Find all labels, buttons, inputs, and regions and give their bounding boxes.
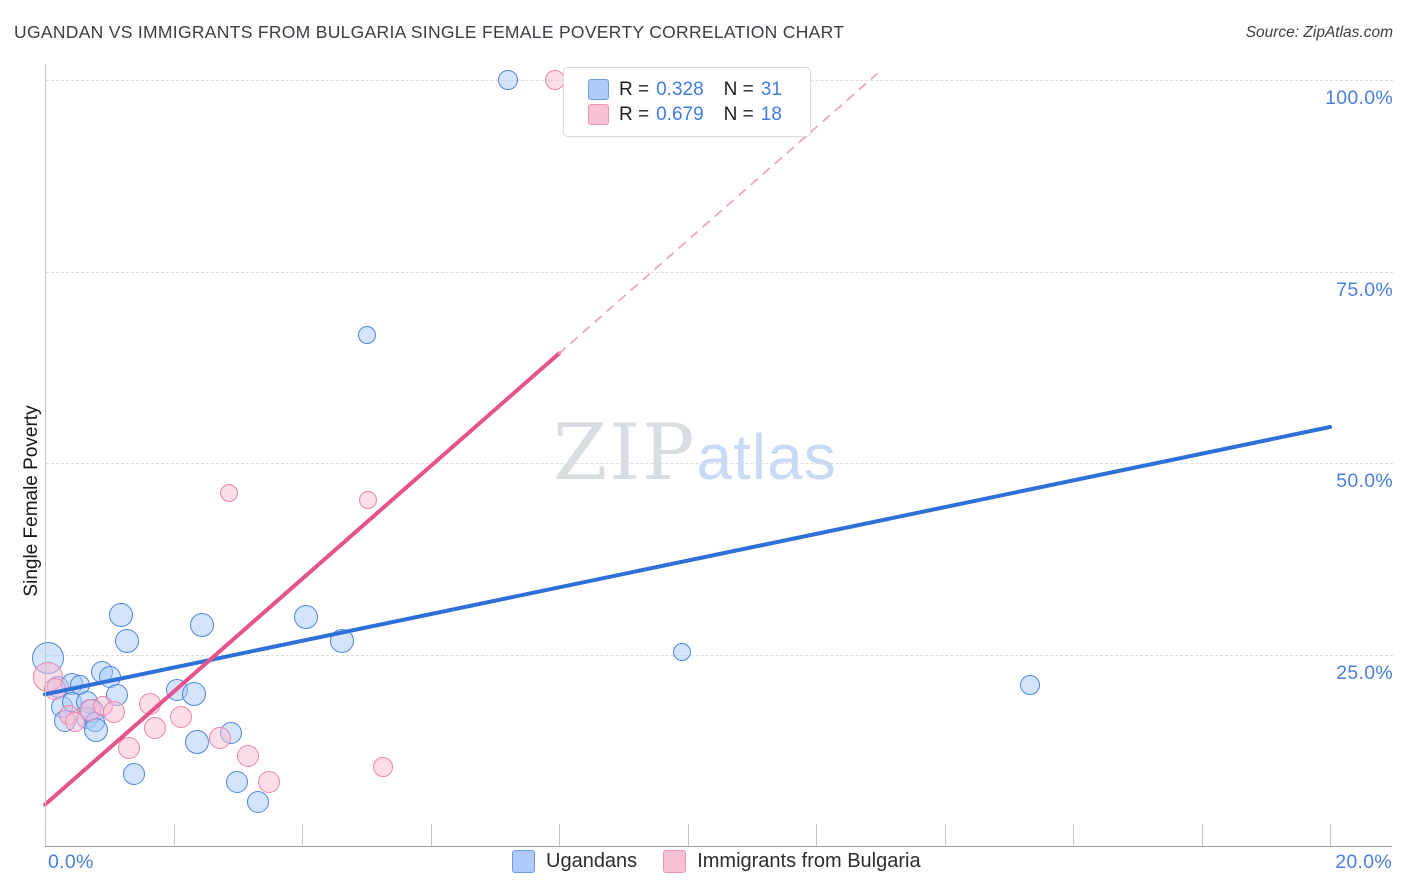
x-tick-12: [816, 824, 817, 846]
legend-swatch-ugandans: [588, 79, 609, 100]
scatter-point-bulgaria: [257, 771, 280, 794]
y-gridline-75: [46, 271, 1393, 273]
x-axis-spine: [45, 846, 1392, 847]
scatter-point-bulgaria: [118, 736, 141, 759]
scatter-point-ugandans: [123, 762, 146, 785]
x-tick-0: [45, 824, 46, 846]
scatter-point-ugandans: [108, 603, 133, 628]
scatter-point-ugandans: [330, 629, 355, 654]
scatter-point-bulgaria: [65, 711, 86, 732]
x-tick-2: [173, 824, 175, 846]
trend-line-ugandans-solid: [43, 424, 1332, 697]
x-tick-8: [559, 824, 560, 846]
watermark-zip: ZIP: [553, 408, 697, 498]
trend-line-bulgaria-dashed: [558, 72, 878, 355]
legend-row-bulgaria: R = 0.679 N = 18: [588, 102, 810, 127]
y-gridline-25: [46, 654, 1393, 656]
x-tick-10: [687, 824, 689, 846]
ugandans-label: Ugandans: [546, 850, 638, 872]
legend-swatch-bulgaria: [588, 104, 609, 125]
x-axis-max-label: 20.0%: [1335, 851, 1392, 873]
y-tick-label-50: 50.0%: [1336, 470, 1393, 492]
scatter-point-bulgaria: [359, 490, 378, 509]
n-value: 31: [760, 78, 782, 100]
scatter-point-bulgaria: [170, 705, 193, 728]
legend-row-ugandans: R = 0.328 N = 31: [588, 77, 810, 102]
y-tick-label-75: 75.0%: [1336, 278, 1393, 301]
source-label: Source: ZipAtlas.com: [1245, 24, 1393, 41]
bulgaria-label: Immigrants from Bulgaria: [697, 850, 921, 872]
y-tick-label-100: 100.0%: [1325, 87, 1393, 109]
ugandans-swatch: [512, 850, 535, 873]
x-tick-16: [1073, 824, 1074, 846]
scatter-point-ugandans: [1019, 675, 1040, 696]
x-axis-min-label: 0.0%: [48, 851, 94, 873]
page-title: UGANDAN VS IMMIGRANTS FROM BULGARIA SING…: [14, 22, 845, 42]
bulgaria-swatch: [663, 850, 687, 873]
x-tick-18: [1201, 824, 1203, 846]
scatter-point-bulgaria: [237, 745, 260, 768]
scatter-point-ugandans: [672, 643, 691, 662]
scatter-point-ugandans: [497, 70, 518, 90]
y-gridline-50: [46, 463, 1393, 464]
n-value: 18: [760, 103, 782, 125]
legend-item-bulgaria: Immigrants from Bulgaria: [663, 850, 921, 873]
r-label: R =: [619, 78, 650, 100]
x-tick-6: [430, 824, 432, 846]
y-axis-spine: [45, 64, 46, 846]
legend-box: R = 0.328 N = 31 R = 0.679 N = 18: [563, 67, 811, 137]
r-label: R =: [619, 103, 650, 125]
scatter-point-ugandans: [184, 729, 209, 754]
r-value: 0.328: [656, 78, 704, 100]
y-tick-label-25: 25.0%: [1336, 661, 1393, 684]
x-tick-20: [1330, 824, 1331, 846]
scatter-point-bulgaria: [143, 717, 166, 740]
r-value: 0.679: [656, 103, 704, 125]
n-label: N =: [723, 78, 754, 100]
scatter-point-bulgaria: [208, 726, 231, 749]
scatter-point-ugandans: [246, 790, 269, 813]
scatter-point-ugandans: [182, 682, 207, 707]
scatter-point-ugandans: [293, 604, 318, 629]
x-tick-4: [302, 824, 303, 846]
scatter-point-ugandans: [190, 613, 215, 638]
trend-line-bulgaria-solid: [43, 351, 561, 807]
watermark-atlas: atlas: [696, 421, 837, 493]
bottom-legend: Ugandans Immigrants from Bulgaria: [512, 850, 921, 873]
scatter-point-ugandans: [226, 771, 249, 794]
scatter-point-ugandans: [357, 326, 376, 345]
scatter-point-bulgaria: [372, 757, 393, 778]
zipatlas-watermark: ZIPatlas: [553, 408, 837, 498]
scatter-point-ugandans: [115, 628, 140, 653]
scatter-point-bulgaria: [220, 483, 239, 502]
x-tick-14: [944, 824, 946, 846]
scatter-point-bulgaria: [102, 700, 125, 723]
n-label: N =: [723, 103, 754, 125]
legend-item-ugandans: Ugandans: [512, 850, 637, 873]
